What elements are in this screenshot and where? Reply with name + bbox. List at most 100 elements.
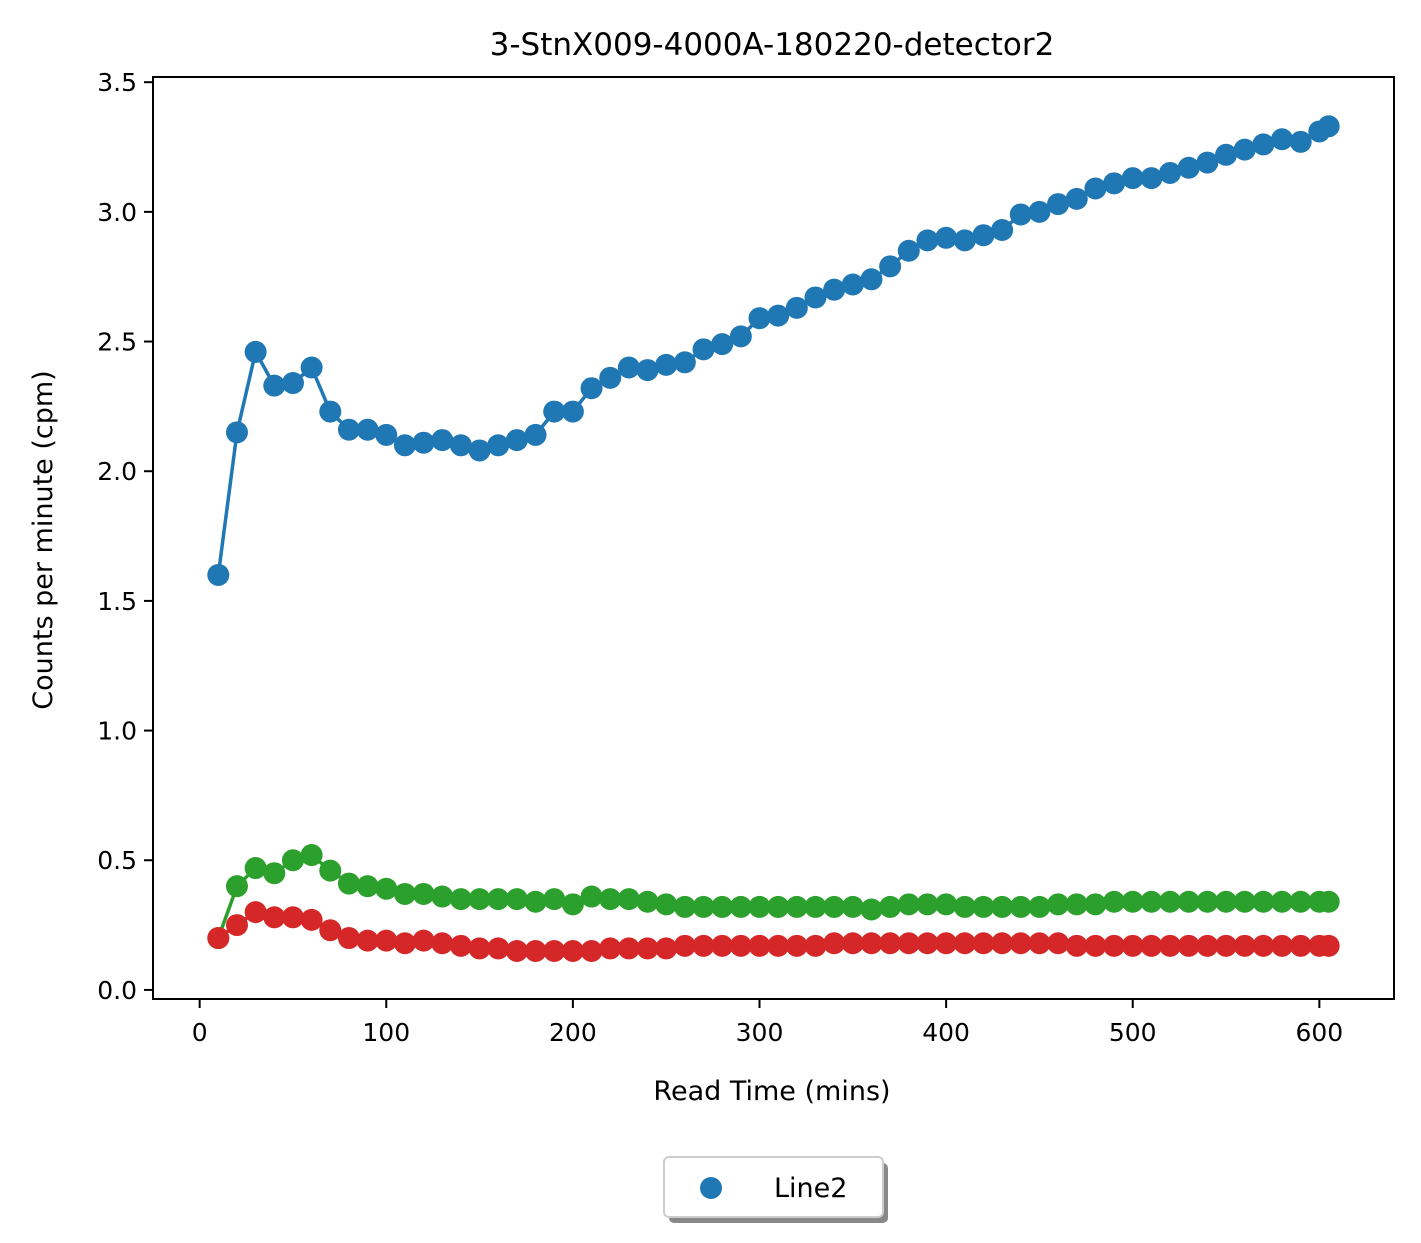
data-point bbox=[1233, 890, 1256, 913]
x-tick-label: 200 bbox=[549, 1018, 597, 1047]
data-point bbox=[953, 895, 976, 918]
data-point bbox=[1289, 934, 1312, 957]
series-line bbox=[216, 124, 1330, 576]
data-point bbox=[300, 908, 323, 931]
data-point bbox=[599, 888, 622, 911]
data-point bbox=[636, 359, 659, 382]
data-point bbox=[1289, 890, 1312, 913]
data-point bbox=[1103, 172, 1126, 195]
data-point bbox=[356, 418, 379, 441]
data-point bbox=[487, 937, 510, 960]
data-point bbox=[1028, 200, 1051, 223]
data-point bbox=[599, 937, 622, 960]
data-point bbox=[972, 224, 995, 247]
data-point bbox=[823, 895, 846, 918]
data-point bbox=[1121, 167, 1144, 190]
data-point bbox=[879, 895, 902, 918]
data-point bbox=[991, 219, 1014, 242]
data-point bbox=[1215, 934, 1238, 957]
data-point bbox=[711, 895, 734, 918]
data-point bbox=[897, 893, 920, 916]
data-point bbox=[1084, 177, 1107, 200]
x-tick-label: 400 bbox=[922, 1018, 970, 1047]
data-point bbox=[1215, 890, 1238, 913]
data-point bbox=[823, 932, 846, 955]
y-tick-label: 2.0 bbox=[97, 457, 137, 486]
data-point bbox=[375, 929, 398, 952]
data-point bbox=[1065, 187, 1088, 210]
data-point bbox=[393, 932, 416, 955]
y-tick-label: 3.0 bbox=[97, 198, 137, 227]
data-point bbox=[412, 431, 435, 454]
data-point bbox=[953, 229, 976, 252]
data-point bbox=[748, 307, 771, 330]
series-1 bbox=[207, 844, 1340, 950]
data-point bbox=[655, 937, 678, 960]
data-point bbox=[767, 934, 790, 957]
data-point bbox=[561, 940, 584, 963]
data-point bbox=[449, 934, 472, 957]
data-point bbox=[375, 877, 398, 900]
y-tick-label: 1.0 bbox=[97, 717, 137, 746]
data-point bbox=[599, 366, 622, 389]
legend-label: Line2 bbox=[774, 1173, 847, 1204]
data-point bbox=[468, 888, 491, 911]
data-point bbox=[543, 940, 566, 963]
plot-frame bbox=[152, 76, 1395, 1000]
data-point bbox=[636, 890, 659, 913]
data-point bbox=[748, 934, 771, 957]
data-point bbox=[841, 273, 864, 296]
data-point bbox=[1065, 893, 1088, 916]
data-point bbox=[804, 286, 827, 309]
data-point bbox=[711, 333, 734, 356]
data-point bbox=[1047, 193, 1070, 216]
data-point bbox=[468, 937, 491, 960]
data-point bbox=[1271, 890, 1294, 913]
data-point bbox=[319, 919, 342, 942]
x-axis: 0 100 200 300 400 500 600 bbox=[192, 999, 1343, 1047]
data-point bbox=[860, 898, 883, 921]
data-point bbox=[916, 229, 939, 252]
data-point bbox=[953, 932, 976, 955]
data-point bbox=[524, 890, 547, 913]
data-point bbox=[375, 423, 398, 446]
data-point bbox=[319, 400, 342, 423]
data-point bbox=[1317, 115, 1340, 138]
data-point bbox=[1121, 890, 1144, 913]
data-point bbox=[281, 849, 304, 872]
data-point bbox=[244, 857, 267, 880]
data-point bbox=[281, 906, 304, 929]
data-point bbox=[1084, 934, 1107, 957]
data-point bbox=[412, 882, 435, 905]
data-point bbox=[1271, 934, 1294, 957]
data-point bbox=[263, 374, 286, 397]
data-point bbox=[561, 893, 584, 916]
data-point bbox=[729, 325, 752, 348]
y-tick-label: 0.0 bbox=[97, 976, 137, 1005]
data-point bbox=[711, 934, 734, 957]
data-point bbox=[225, 875, 248, 898]
data-point bbox=[1271, 128, 1294, 151]
y-axis: 0.0 0.5 1.0 1.5 2.0 2.5 3.0 3.5 bbox=[97, 68, 153, 1005]
data-point bbox=[449, 434, 472, 457]
data-point bbox=[1065, 934, 1088, 957]
data-point bbox=[804, 934, 827, 957]
data-point bbox=[972, 895, 995, 918]
data-point bbox=[1215, 143, 1238, 166]
data-point bbox=[263, 862, 286, 885]
y-tick-label: 0.5 bbox=[97, 846, 137, 875]
data-point bbox=[487, 434, 510, 457]
x-tick-label: 500 bbox=[1109, 1018, 1157, 1047]
data-point bbox=[1159, 161, 1182, 184]
data-point bbox=[225, 421, 248, 444]
data-point bbox=[300, 844, 323, 867]
data-point bbox=[860, 932, 883, 955]
y-axis-label: Counts per minute (cpm) bbox=[28, 370, 59, 709]
data-point bbox=[897, 239, 920, 262]
data-point bbox=[468, 439, 491, 462]
data-point bbox=[1233, 138, 1256, 161]
data-point bbox=[767, 304, 790, 327]
y-tick-label: 2.5 bbox=[97, 328, 137, 357]
data-point bbox=[897, 932, 920, 955]
